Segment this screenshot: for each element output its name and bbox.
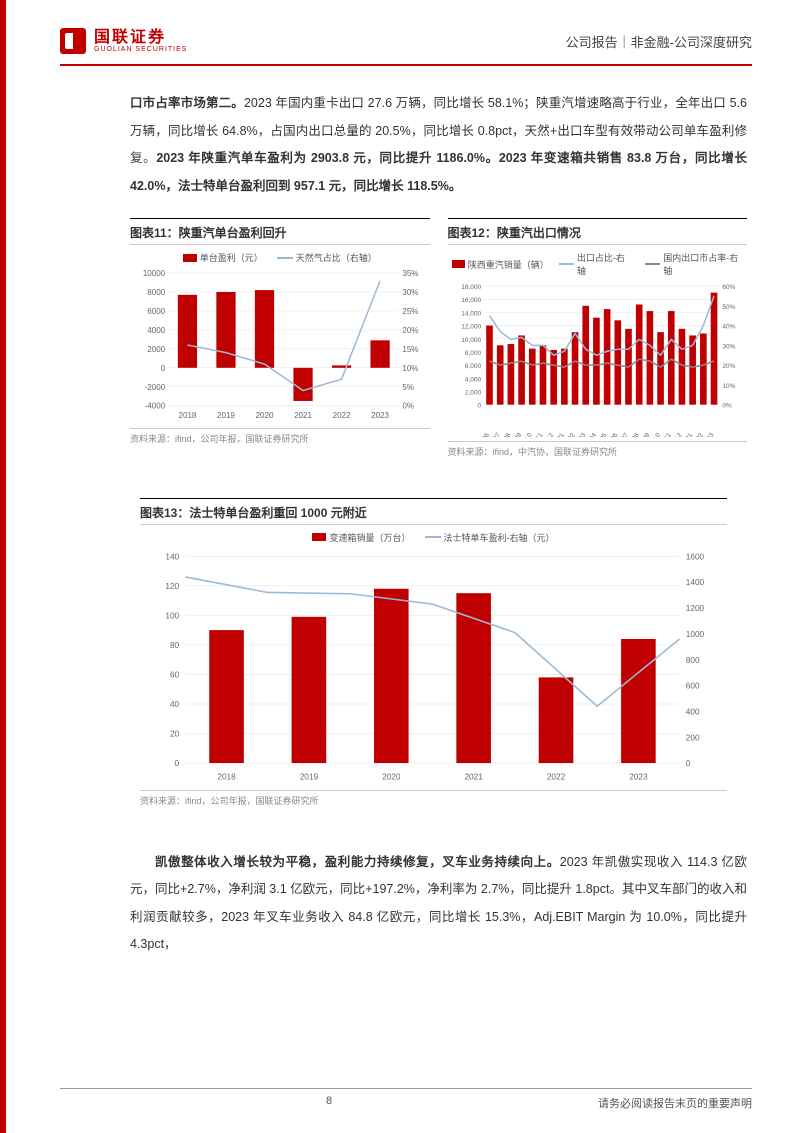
svg-text:2,000: 2,000 — [464, 389, 481, 396]
svg-text:2022: 2022 — [547, 772, 566, 781]
svg-text:1400: 1400 — [686, 578, 705, 587]
chart-12-title: 图表12：陕重汽出口情况 — [448, 218, 748, 245]
svg-text:140: 140 — [165, 552, 179, 561]
header-category: 公司报告｜非金融-公司深度研究 — [566, 32, 752, 51]
svg-text:2020: 2020 — [256, 411, 274, 420]
svg-text:18,000: 18,000 — [461, 284, 481, 291]
svg-text:2022-06: 2022-06 — [471, 432, 491, 437]
svg-text:2021: 2021 — [464, 772, 483, 781]
svg-text:4000: 4000 — [147, 326, 165, 335]
svg-text:-2000: -2000 — [145, 383, 166, 392]
svg-text:0%: 0% — [402, 402, 414, 411]
paragraph-2: 凯傲整体收入增长较为平稳，盈利能力持续修复，叉车业务持续向上。2023 年凯傲实… — [130, 849, 747, 959]
svg-text:10%: 10% — [722, 383, 735, 390]
svg-text:-4000: -4000 — [145, 402, 166, 411]
svg-text:12,000: 12,000 — [461, 324, 481, 331]
logo: 国联证券 GUOLIAN SECURITIES — [60, 28, 187, 54]
svg-text:200: 200 — [686, 733, 700, 742]
chart-12: 图表12：陕重汽出口情况 陕西重汽销量（辆）出口占比-右轴国内出口市占率-右轴 … — [448, 218, 748, 458]
paragraph-1: 口市占率市场第二。2023 年国内重卡出口 27.6 万辆，同比增长 58.1%… — [130, 90, 747, 200]
svg-text:40: 40 — [170, 700, 180, 709]
svg-text:35%: 35% — [402, 269, 418, 278]
svg-text:2000: 2000 — [147, 345, 165, 354]
svg-text:40%: 40% — [722, 324, 735, 331]
chart-13: 图表13：法士特单台盈利重回 1000 元附近 变速箱销量（万台）法士特单车盈利… — [140, 498, 727, 807]
chart-12-svg: 0 2,000 4,000 6,000 8,000 10,000 12,000 14,000 1… — [452, 281, 744, 437]
svg-text:2023: 2023 — [371, 411, 389, 420]
svg-text:14,000: 14,000 — [461, 310, 481, 317]
chart-11-legend: 单台盈利（元）天然气占比（右轴） — [134, 251, 426, 264]
svg-text:25%: 25% — [402, 307, 418, 316]
svg-text:600: 600 — [686, 681, 700, 690]
svg-text:2018: 2018 — [179, 411, 197, 420]
svg-text:2018: 2018 — [217, 772, 236, 781]
chart-11-svg: -4000 -2000 0 2000 4000 6000 8000 10000 0% 5% 10% 1… — [134, 268, 426, 424]
svg-text:400: 400 — [686, 707, 700, 716]
svg-text:800: 800 — [686, 656, 700, 665]
svg-text:16,000: 16,000 — [461, 297, 481, 304]
svg-text:0%: 0% — [722, 403, 732, 410]
svg-text:4,000: 4,000 — [464, 376, 481, 383]
page-footer: 8 请务必阅读报告末页的重要声明 — [60, 1088, 752, 1111]
chart-13-source: 资料来源：ifind，公司年报，国联证券研究所 — [140, 790, 727, 807]
svg-text:8,000: 8,000 — [464, 350, 481, 357]
svg-text:0: 0 — [686, 759, 691, 768]
svg-text:1600: 1600 — [686, 552, 705, 561]
chart-12-source: 资料来源：ifind，中汽协，国联证券研究所 — [448, 441, 748, 458]
svg-text:10%: 10% — [402, 364, 418, 373]
chart-13-svg: 0204060801001201400200400600800100012001… — [144, 548, 723, 786]
svg-text:100: 100 — [165, 611, 179, 620]
svg-text:20%: 20% — [722, 363, 735, 370]
svg-text:0: 0 — [161, 364, 166, 373]
svg-text:2019: 2019 — [300, 772, 319, 781]
main-content: 口市占率市场第二。2023 年国内重卡出口 27.6 万辆，同比增长 58.1%… — [130, 90, 747, 959]
charts-row-1: 图表11：陕重汽单台盈利回升 单台盈利（元）天然气占比（右轴） -4000 -20… — [130, 218, 747, 458]
chart-11-source: 资料来源：ifind，公司年报，国联证券研究所 — [130, 428, 430, 445]
svg-text:15%: 15% — [402, 345, 418, 354]
logo-icon — [60, 28, 86, 54]
logo-text-en: GUOLIAN SECURITIES — [94, 46, 187, 53]
chart-11-title: 图表11：陕重汽单台盈利回升 — [130, 218, 430, 245]
svg-text:1200: 1200 — [686, 604, 705, 613]
svg-text:5%: 5% — [402, 383, 414, 392]
logo-text-cn: 国联证券 — [94, 30, 187, 46]
svg-text:30%: 30% — [402, 288, 418, 297]
svg-text:8000: 8000 — [147, 288, 165, 297]
page-header: 国联证券 GUOLIAN SECURITIES 公司报告｜非金融-公司深度研究 — [60, 28, 752, 66]
svg-text:2020: 2020 — [382, 772, 401, 781]
svg-text:6000: 6000 — [147, 307, 165, 316]
svg-text:30%: 30% — [722, 343, 735, 350]
svg-text:2023: 2023 — [629, 772, 648, 781]
svg-text:0: 0 — [477, 403, 481, 410]
footer-disclaimer: 请务必阅读报告末页的重要声明 — [598, 1095, 752, 1111]
chart-12-legend: 陕西重汽销量（辆）出口占比-右轴国内出口市占率-右轴 — [452, 251, 744, 277]
svg-text:0: 0 — [175, 759, 180, 768]
svg-text:60: 60 — [170, 670, 180, 679]
svg-text:80: 80 — [170, 641, 180, 650]
svg-text:20%: 20% — [402, 326, 418, 335]
svg-text:2021: 2021 — [294, 411, 312, 420]
svg-text:10,000: 10,000 — [461, 337, 481, 344]
chart-11: 图表11：陕重汽单台盈利回升 单台盈利（元）天然气占比（右轴） -4000 -20… — [130, 218, 430, 458]
left-accent-bar — [0, 0, 6, 1133]
chart-13-title: 图表13：法士特单台盈利重回 1000 元附近 — [140, 498, 727, 525]
svg-text:50%: 50% — [722, 304, 735, 311]
svg-text:1000: 1000 — [686, 630, 705, 639]
svg-text:6,000: 6,000 — [464, 363, 481, 370]
svg-text:2019: 2019 — [217, 411, 235, 420]
svg-text:2022: 2022 — [333, 411, 351, 420]
page-number: 8 — [326, 1095, 332, 1111]
chart-13-legend: 变速箱销量（万台）法士特单车盈利-右轴（元） — [144, 531, 723, 544]
svg-text:120: 120 — [165, 582, 179, 591]
svg-text:60%: 60% — [722, 284, 735, 291]
svg-text:10000: 10000 — [143, 269, 166, 278]
svg-text:20: 20 — [170, 729, 180, 738]
